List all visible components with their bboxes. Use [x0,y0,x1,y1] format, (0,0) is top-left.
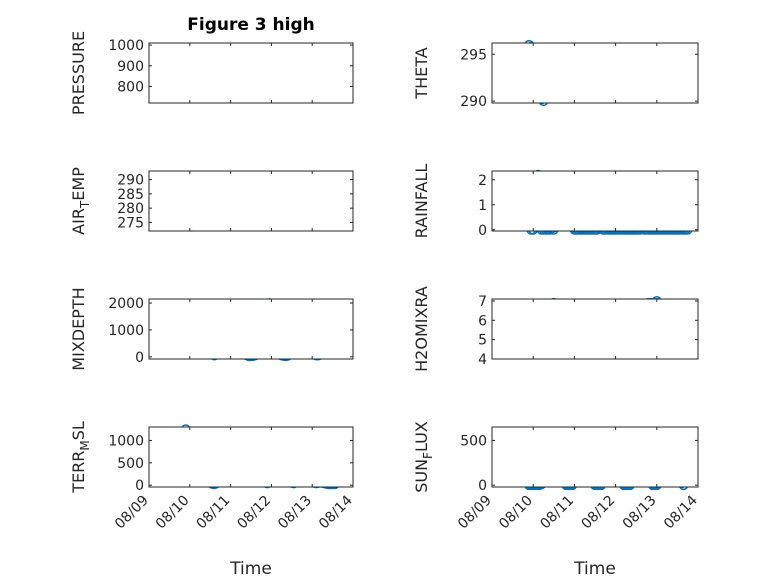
y-tick-label: 285 [117,187,144,203]
y-tick-label: 4 [478,352,487,368]
y-tick-label: 1000 [108,323,144,339]
y-tick-label: 290 [460,94,487,110]
axes-box [491,298,699,360]
y-tick-label: 0 [478,223,487,239]
y-axis-label: RAINFALL [412,164,431,239]
axes-box [148,170,354,232]
y-tick-label: 1 [478,198,487,214]
y-axis-label: AIRTEMP [69,167,92,235]
y-tick-label: 0 [135,350,144,366]
y-tick-label: 900 [117,59,144,75]
x-axis-label-right: Time [573,559,616,579]
axes-box [491,170,699,232]
y-axis-label: PRESSURE [69,31,88,115]
y-tick-label: 500 [460,433,487,449]
y-tick-label: 5 [478,333,487,349]
y-axis-label: THETA [412,47,431,99]
x-axis-label-left: Time [229,559,272,579]
subplot-pressure: 800 900 1000 PRESSURE [69,31,354,115]
y-axis-label: SUNFLUX [412,421,435,493]
y-tick-label: 2 [478,173,487,189]
y-axis-label: MIXDEPTH [69,287,88,370]
axes-box [491,42,699,104]
subplot-mixdepth: 0 1000 2000 MIXDEPTH [69,287,354,371]
y-tick-label: 290 [117,173,144,189]
y-tick-label: 0 [478,478,487,494]
subplot-theta: 290 295 THETA [412,39,699,110]
y-axis-label: H2OMIXRA [412,286,431,372]
y-tick-label: 1000 [108,433,144,449]
y-tick-label: 6 [478,313,487,329]
y-tick-label: 7 [478,294,487,310]
y-tick-label: 800 [117,79,144,95]
axes-box [148,42,354,104]
y-tick-label: 275 [117,215,144,231]
subplot-h2omixra: 4 5 6 7 H2OMIXRA [412,286,699,372]
subplot-rainfall: 0 1 2 RAINFALL [412,164,699,239]
y-tick-label: 1000 [108,38,144,54]
y-axis-label: TERRMSL [69,421,92,494]
y-tick-label: 0 [135,478,144,494]
y-tick-label: 280 [117,201,144,217]
axes-box [148,426,354,488]
axes-box [491,426,699,488]
axes-box [148,298,354,360]
y-tick-label: 295 [460,47,487,63]
y-tick-label: 2000 [108,296,144,312]
figure-title: Figure 3 high [187,15,315,35]
y-tick-label: 500 [117,456,144,472]
